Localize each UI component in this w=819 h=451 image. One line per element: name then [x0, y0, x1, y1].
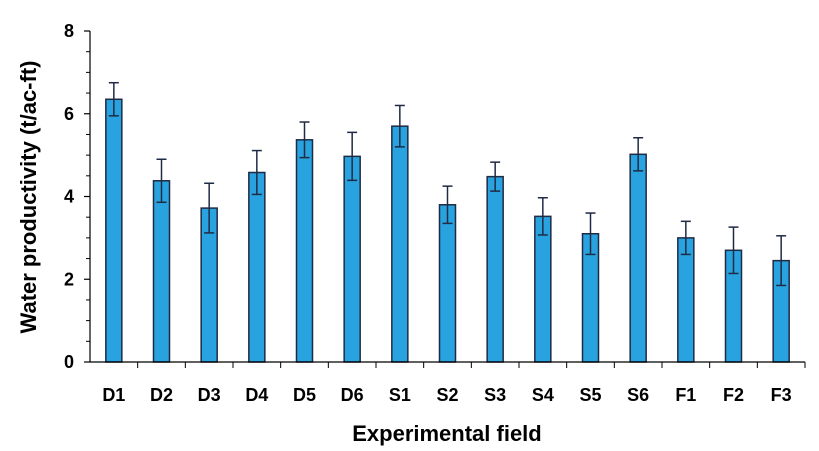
bar-d4: [248, 171, 266, 363]
axes-layer: [84, 30, 806, 368]
y-tick-label: 2: [64, 269, 74, 289]
x-axis-title: Experimental field: [352, 421, 542, 446]
x-tick-label-d3: D3: [198, 385, 221, 405]
x-tick-label-s6: S6: [627, 385, 649, 405]
bar-d2: [152, 180, 171, 363]
y-tick-label: 8: [64, 21, 74, 41]
bar-f1: [677, 237, 695, 363]
x-tick-label-s5: S5: [579, 385, 601, 405]
y-tick-label: 0: [64, 352, 74, 372]
x-tick-label-s3: S3: [484, 385, 506, 405]
bar-d6: [343, 155, 361, 363]
x-tick-label-d6: D6: [341, 385, 364, 405]
x-tick-label-s1: S1: [389, 385, 411, 405]
labels-layer: D1 D2 D3 D4 D5 D6 S1 S2 S3 S4 S5 S6 F1 F2 F3 0 2 4 6 8: [64, 21, 792, 405]
bar-s1: [391, 125, 409, 363]
bars-layer: [105, 98, 790, 363]
bar-s6: [629, 153, 647, 363]
bar-d5: [295, 139, 314, 363]
x-tick-label-s2: S2: [436, 385, 458, 405]
bar-s3: [486, 175, 504, 363]
y-axis-title: Water productivity (t/ac-ft): [16, 61, 41, 334]
x-tick-label-s4: S4: [532, 385, 554, 405]
x-tick-label-d5: D5: [293, 385, 316, 405]
bar-d1: [105, 98, 123, 363]
y-tick-label: 4: [64, 187, 74, 207]
x-tick-label-f3: F3: [771, 385, 792, 405]
x-tick-label-d1: D1: [102, 385, 125, 405]
error-bars-layer: [108, 81, 787, 287]
bar-s2: [438, 204, 457, 363]
bar-s4: [534, 215, 552, 363]
y-tick-label: 6: [64, 104, 74, 124]
x-tick-label-d2: D2: [150, 385, 173, 405]
x-tick-label-f2: F2: [723, 385, 744, 405]
x-tick-label-d4: D4: [245, 385, 268, 405]
x-tick-label-f1: F1: [675, 385, 696, 405]
